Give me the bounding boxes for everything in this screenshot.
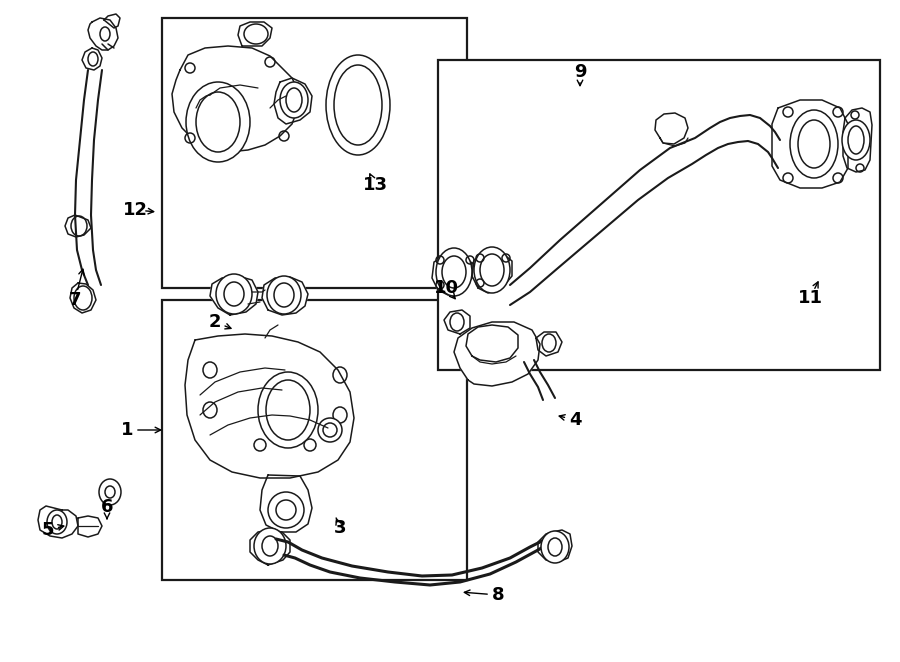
- Text: 12: 12: [122, 201, 148, 219]
- Ellipse shape: [100, 27, 110, 41]
- Polygon shape: [250, 530, 290, 565]
- Polygon shape: [432, 255, 472, 295]
- Text: 9: 9: [574, 63, 586, 81]
- Text: 1: 1: [121, 421, 133, 439]
- Polygon shape: [466, 325, 518, 362]
- Ellipse shape: [254, 528, 286, 564]
- Polygon shape: [38, 506, 78, 538]
- Ellipse shape: [216, 274, 252, 314]
- Text: 11: 11: [797, 289, 823, 307]
- Text: 10: 10: [434, 279, 458, 297]
- Text: 8: 8: [491, 586, 504, 604]
- Polygon shape: [260, 475, 312, 532]
- Polygon shape: [104, 14, 120, 28]
- Ellipse shape: [326, 55, 390, 155]
- Ellipse shape: [842, 120, 870, 160]
- Ellipse shape: [790, 110, 838, 178]
- Bar: [438, 60, 880, 370]
- Polygon shape: [82, 48, 102, 70]
- Text: 2: 2: [209, 313, 221, 331]
- Bar: [162, 300, 467, 580]
- Polygon shape: [262, 277, 308, 315]
- Ellipse shape: [280, 82, 308, 118]
- Ellipse shape: [541, 531, 569, 563]
- Polygon shape: [843, 108, 872, 172]
- Ellipse shape: [436, 248, 472, 296]
- Polygon shape: [185, 334, 354, 478]
- Polygon shape: [454, 322, 540, 386]
- Text: 6: 6: [101, 498, 113, 516]
- Polygon shape: [210, 276, 258, 315]
- Polygon shape: [772, 100, 848, 188]
- Ellipse shape: [267, 276, 301, 314]
- Polygon shape: [472, 253, 512, 293]
- Ellipse shape: [474, 247, 510, 293]
- Ellipse shape: [186, 82, 250, 162]
- Ellipse shape: [318, 418, 342, 442]
- Polygon shape: [655, 113, 688, 144]
- Polygon shape: [65, 215, 91, 237]
- Polygon shape: [88, 18, 118, 50]
- Text: 7: 7: [68, 291, 81, 309]
- Ellipse shape: [268, 492, 304, 528]
- Text: 5: 5: [41, 521, 54, 539]
- Text: 4: 4: [569, 411, 581, 429]
- Text: 13: 13: [363, 176, 388, 194]
- Ellipse shape: [47, 510, 67, 534]
- Text: 3: 3: [334, 519, 346, 537]
- Ellipse shape: [99, 479, 121, 505]
- Polygon shape: [172, 46, 298, 152]
- Polygon shape: [70, 283, 96, 313]
- Ellipse shape: [258, 372, 318, 448]
- Polygon shape: [538, 530, 572, 562]
- Bar: [162, 18, 467, 288]
